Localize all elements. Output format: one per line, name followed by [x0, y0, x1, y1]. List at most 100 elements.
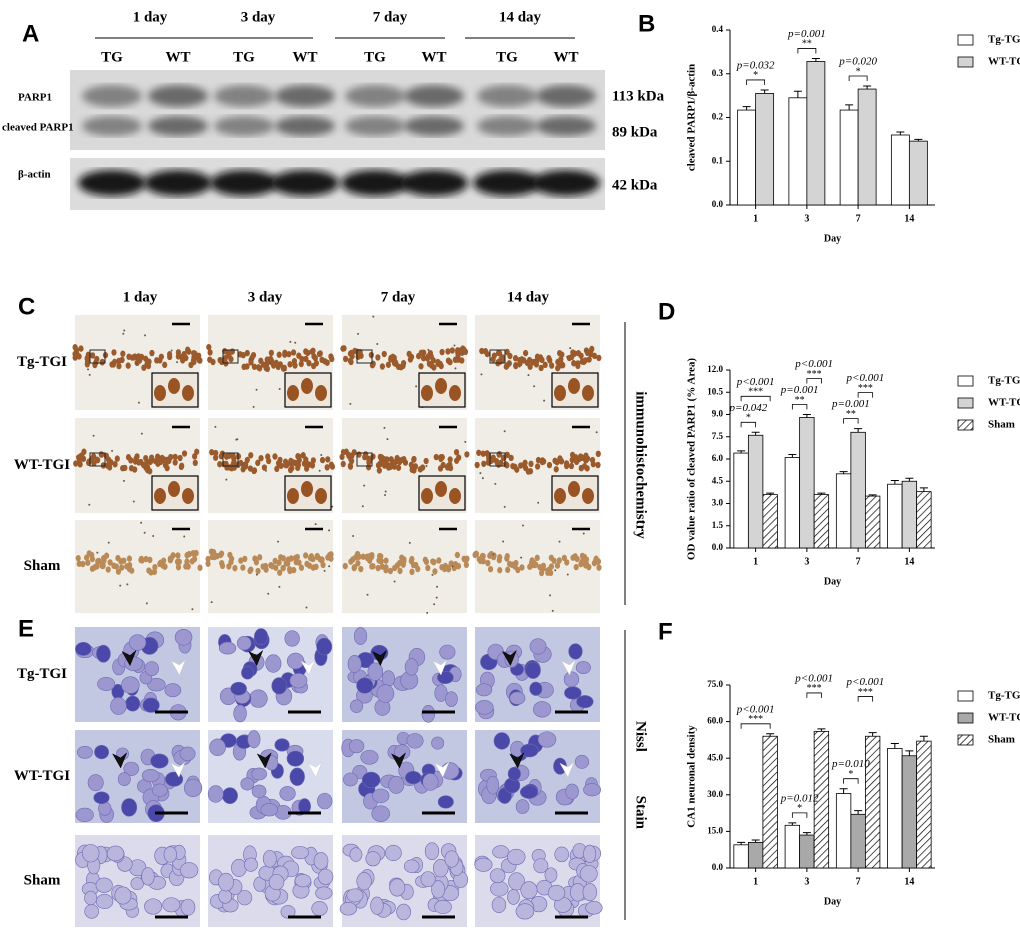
neuron	[346, 888, 364, 903]
neuron	[110, 697, 127, 715]
neuron	[162, 897, 181, 913]
nucleus	[383, 567, 389, 574]
neuron	[437, 795, 454, 809]
cell-dot	[278, 387, 281, 390]
blot-band	[341, 170, 409, 196]
bar	[737, 109, 757, 206]
legend-label: Sham	[988, 734, 1015, 746]
neuron	[519, 785, 539, 799]
stain-label: Nissl Stain	[633, 721, 649, 830]
nucleus	[549, 362, 555, 369]
nucleus	[226, 452, 232, 459]
nucleus	[261, 464, 268, 471]
y-tick-label: 30.0	[707, 789, 723, 799]
nucleus	[213, 449, 219, 457]
neuron	[381, 670, 396, 687]
neuron	[151, 783, 168, 797]
neuron	[117, 772, 131, 787]
error-bar	[845, 104, 854, 111]
cell-dot	[236, 438, 239, 441]
nucleus	[366, 455, 372, 463]
nucleus	[116, 362, 122, 370]
y-tick-label: 0.1	[712, 155, 724, 165]
nucleus	[369, 563, 375, 570]
cell-dot	[554, 569, 557, 572]
panel-label: E	[18, 615, 34, 642]
nucleus	[388, 456, 394, 463]
nucleus	[482, 348, 489, 355]
nucleus	[141, 364, 147, 371]
bar	[747, 841, 764, 869]
neuron	[87, 774, 104, 792]
nucleus	[144, 458, 150, 465]
nucleus	[291, 566, 297, 574]
nucleus	[280, 555, 286, 562]
nucleus	[258, 454, 264, 462]
bar	[835, 473, 852, 549]
significance-bracket	[791, 812, 808, 818]
cell-dot	[453, 344, 456, 347]
nucleus	[310, 347, 316, 355]
blot-band	[536, 85, 596, 107]
cell-dot	[435, 596, 438, 599]
neuron	[125, 695, 141, 712]
blot-day-label: 1 day	[133, 9, 168, 25]
neuron	[372, 788, 390, 804]
nucleus	[569, 456, 575, 464]
nucleus	[394, 562, 401, 569]
neuron	[385, 844, 402, 861]
nucleus	[105, 566, 111, 573]
error-bar	[890, 743, 899, 749]
inset-nucleus	[315, 488, 327, 504]
cell-dot	[415, 385, 418, 388]
cell-dot	[558, 540, 561, 543]
x-axis-label: Day	[824, 896, 841, 907]
nucleus	[574, 458, 580, 466]
cell-dot	[454, 367, 457, 370]
nucleus	[206, 343, 212, 351]
neuron	[97, 676, 116, 691]
nucleus	[430, 357, 436, 364]
bar	[901, 755, 918, 869]
blot-band-label: β-actin	[18, 169, 51, 181]
cell-dot	[426, 611, 429, 614]
nucleus	[546, 461, 553, 469]
nucleus	[590, 460, 596, 468]
nucleus	[423, 457, 429, 465]
cell-dot	[255, 388, 258, 391]
neuron	[144, 898, 163, 915]
p-value: p<0.001	[846, 372, 885, 384]
cell-dot	[551, 609, 554, 612]
error-bar	[751, 431, 760, 436]
micrograph	[208, 627, 333, 723]
neuron	[431, 736, 445, 750]
cell-dot	[305, 606, 308, 609]
error-bar	[751, 839, 760, 843]
neuron	[75, 641, 92, 656]
nucleus	[386, 464, 392, 471]
nucleus	[320, 561, 326, 569]
error-bar	[766, 733, 775, 737]
nucleus	[569, 451, 576, 459]
blot-band	[404, 85, 464, 107]
blot-membrane	[70, 70, 605, 150]
roi-box	[356, 452, 373, 467]
cell-dot	[269, 362, 272, 365]
p-value: p<0.001	[794, 672, 833, 684]
nucleus	[99, 359, 105, 366]
legend-swatch	[957, 397, 974, 409]
nucleus	[136, 459, 142, 466]
neuron	[439, 644, 456, 660]
neuron	[486, 775, 500, 795]
inset-nucleus	[554, 488, 566, 504]
nucleus	[411, 467, 417, 474]
cell-dot	[191, 608, 194, 611]
bar	[747, 434, 764, 549]
nucleus	[257, 365, 263, 372]
roi-box	[356, 349, 373, 364]
nucleus	[94, 562, 100, 570]
nucleus	[192, 453, 198, 460]
neuron	[254, 628, 269, 646]
nucleus	[89, 565, 95, 572]
x-tick-label: 3	[804, 556, 809, 567]
